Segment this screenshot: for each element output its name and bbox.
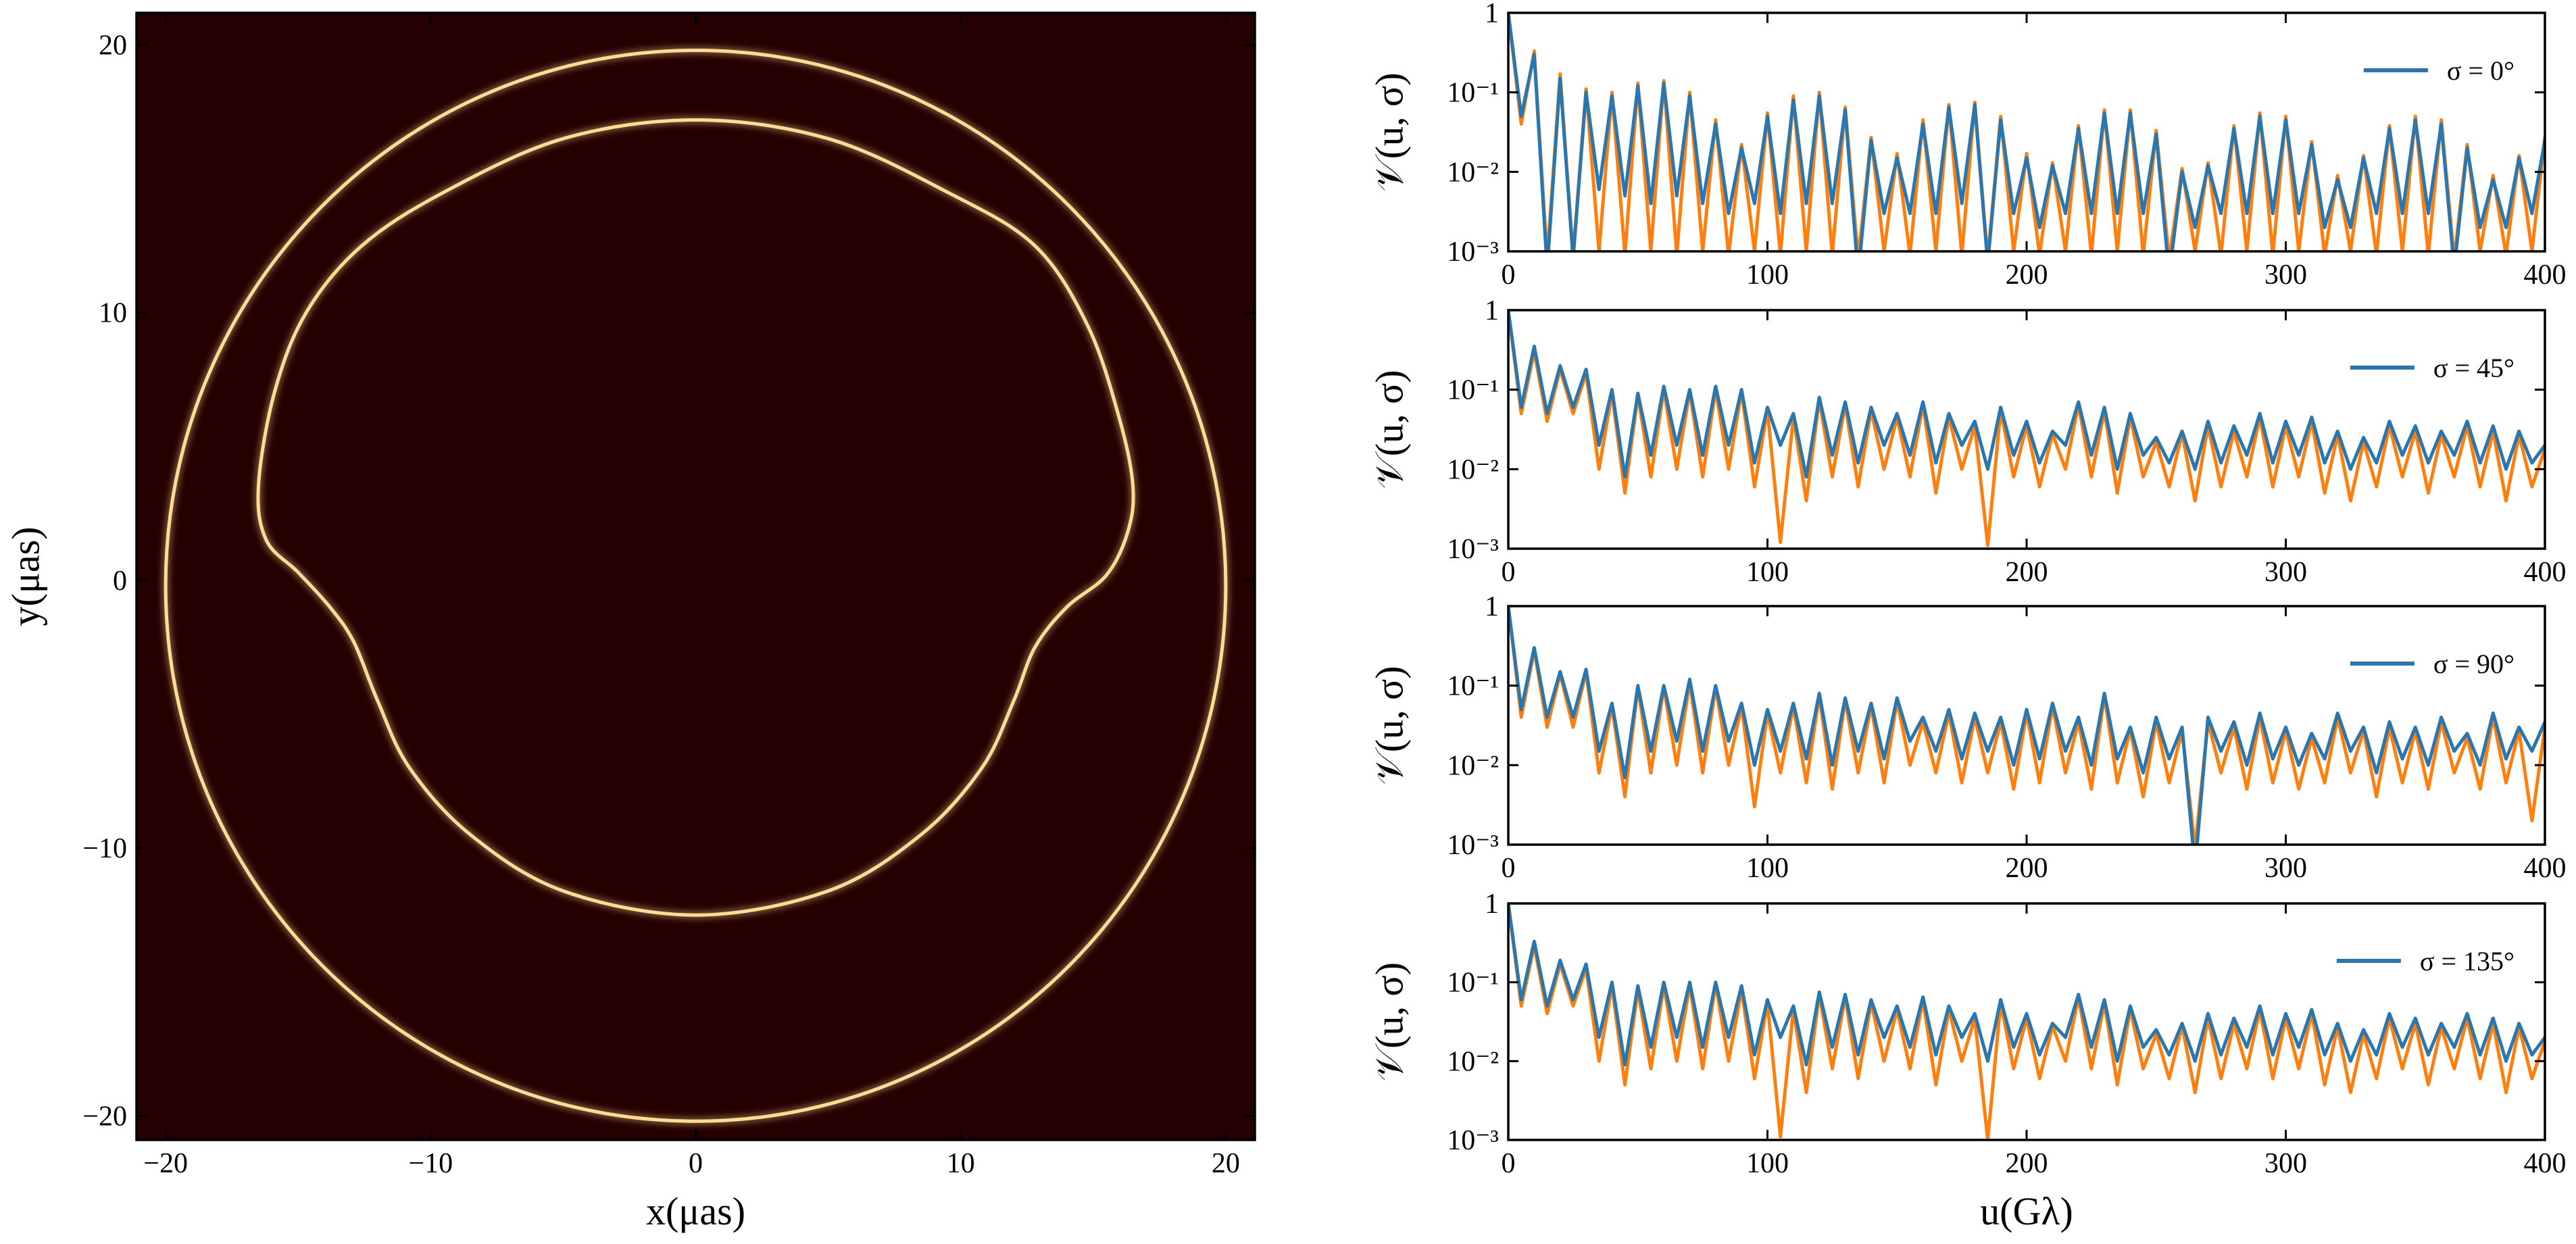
x-tick-label: 200 — [2006, 259, 2048, 291]
axes-decor: 0 100 200 300 400 10⁻³ 10⁻² 10⁻¹ 1 𝒱(u, σ) — [1367, 295, 2566, 588]
y-tick-label: 10⁻³ — [1447, 1125, 1499, 1156]
x-tick-label: 400 — [2524, 557, 2567, 588]
x-tick-label: 200 — [2006, 557, 2048, 588]
axes-decor: 0 100 200 300 400 10⁻³ 10⁻² 10⁻¹ 1 𝒱(u, σ) — [1367, 591, 2566, 884]
legend-label: σ = 0° — [2447, 55, 2515, 86]
x-tick-label: 100 — [1746, 557, 1789, 588]
y-tick-label: 10⁻¹ — [1447, 375, 1499, 406]
x-tick-label: 300 — [2264, 259, 2307, 291]
y-tick-label: 10⁻³ — [1447, 830, 1499, 861]
plot-lines — [1508, 903, 2545, 1140]
y-tick-label: 10⁻¹ — [1447, 671, 1499, 702]
x-axis-label: u(Gλ) — [1980, 1189, 2073, 1233]
x-tick-label: 0 — [1502, 1148, 1516, 1179]
plot-lines — [1508, 13, 2545, 251]
series-line — [1508, 606, 2545, 845]
y-axis-label: 𝒱(u, σ) — [1367, 962, 1411, 1081]
legend-label: σ = 90° — [2433, 649, 2515, 679]
y-tick-label: 10⁻³ — [1447, 237, 1499, 268]
y-axis-label: 𝒱(u, σ) — [1367, 370, 1411, 489]
y-tick-label: 10⁻¹ — [1447, 968, 1499, 999]
axes-frame — [135, 11, 1256, 1141]
series-line — [1508, 13, 2545, 251]
x-tick-label: 200 — [2006, 1148, 2048, 1179]
x-tick-label: 100 — [1746, 853, 1789, 884]
y-axis-label: 𝒱(u, σ) — [1367, 666, 1411, 785]
plot-lines — [1508, 606, 2545, 845]
curve — [256, 118, 1135, 917]
x-tick-label: −20 — [143, 1148, 188, 1179]
y-tick-label: 1 — [1485, 295, 1499, 326]
axes-decor: −20 −10 0 10 20 −20 −10 0 10 20 y(μas) x(μas) — [3, 11, 1256, 1233]
x-tick-label: 300 — [2264, 557, 2307, 588]
x-tick-label: 300 — [2264, 1148, 2307, 1179]
legend-label: σ = 135° — [2420, 946, 2515, 976]
axes-frame — [1507, 605, 2546, 846]
y-tick-label: 10⁻² — [1447, 454, 1499, 485]
x-tick-label: 400 — [2524, 1148, 2567, 1179]
x-tick-label: 20 — [1212, 1148, 1240, 1179]
y-tick-label: 1 — [1485, 0, 1499, 29]
y-tick-label: 1 — [1485, 591, 1499, 622]
x-tick-label: 0 — [689, 1148, 703, 1179]
x-tick-label: −10 — [408, 1148, 453, 1179]
x-tick-label: 300 — [2264, 853, 2307, 884]
x-tick-label: 400 — [2524, 259, 2567, 291]
series-line — [1508, 310, 2545, 547]
y-tick-label: 10⁻³ — [1447, 534, 1499, 565]
y-axis-label: 𝒱(u, σ) — [1367, 72, 1411, 191]
axes-decor: 0 100 200 300 400 10⁻³ 10⁻² 10⁻¹ 1 𝒱(u, σ) — [1367, 0, 2566, 291]
series-line — [1508, 310, 2545, 479]
plot-lines — [1508, 310, 2545, 547]
axes-frame — [1507, 902, 2546, 1141]
y-axis-label: y(μas) — [3, 526, 47, 626]
y-tick-label: 20 — [99, 30, 127, 61]
x-axis-label: x(μas) — [646, 1189, 745, 1233]
x-tick-label: 100 — [1746, 1148, 1789, 1179]
legend-label: σ = 45° — [2433, 353, 2515, 383]
y-tick-label: 10⁻² — [1447, 1046, 1499, 1077]
y-tick-label: 0 — [113, 566, 127, 597]
x-tick-label: 400 — [2524, 853, 2567, 884]
y-tick-label: 1 — [1485, 889, 1499, 920]
x-tick-label: 0 — [1502, 557, 1516, 588]
x-tick-label: 10 — [947, 1148, 975, 1179]
series-line — [1508, 903, 2545, 1140]
curve — [164, 48, 1228, 1123]
series-line — [1508, 903, 2545, 1067]
axes-frame — [1507, 309, 2546, 550]
x-tick-label: 0 — [1502, 853, 1516, 884]
axes-decor: 0 100 200 300 400 10⁻³ 10⁻² 10⁻¹ 1 𝒱(u, σ) u(Gλ) — [1367, 889, 2566, 1233]
x-tick-label: 0 — [1502, 259, 1516, 291]
series-line — [1508, 13, 2545, 251]
y-tick-label: 10 — [99, 298, 127, 329]
y-tick-label: 10⁻² — [1447, 157, 1499, 188]
y-tick-label: 10⁻² — [1447, 750, 1499, 781]
y-tick-label: −10 — [82, 833, 127, 864]
x-tick-label: 100 — [1746, 259, 1789, 291]
y-tick-label: −20 — [82, 1101, 127, 1132]
y-tick-label: 10⁻¹ — [1447, 78, 1499, 109]
axes-frame — [1507, 11, 2546, 253]
x-tick-label: 200 — [2006, 853, 2048, 884]
